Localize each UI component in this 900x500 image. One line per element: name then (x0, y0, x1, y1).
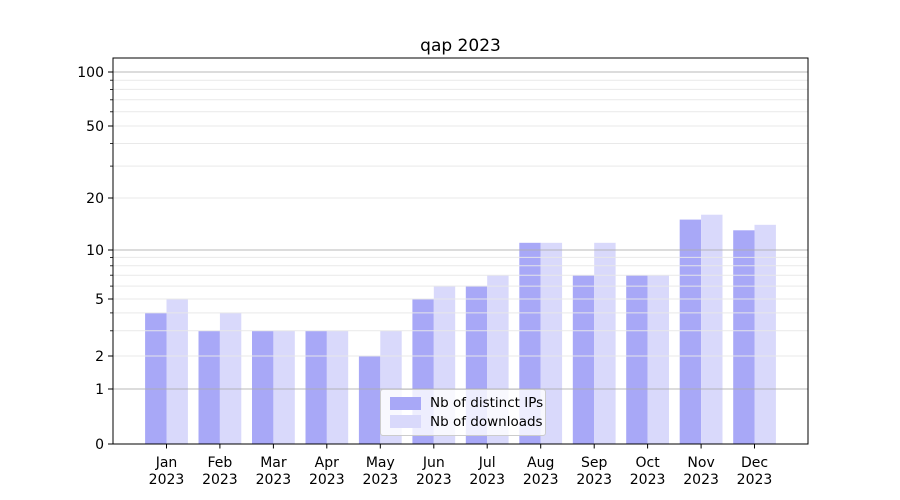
bar-nov-series0 (679, 219, 702, 444)
bar-feb-series1 (219, 312, 242, 444)
x-tick-year-apr: 2023 (309, 472, 345, 488)
bar-sep-series0 (572, 275, 595, 444)
y-tick-label-5: 5 (95, 292, 104, 308)
x-tick-label-may: May (366, 455, 395, 471)
y-tick-label-50: 50 (86, 119, 104, 135)
bar-aug-series1 (540, 242, 563, 444)
x-tick-year-nov: 2023 (683, 472, 719, 488)
bar-apr-series1 (326, 330, 349, 444)
x-tick-year-jul: 2023 (469, 472, 505, 488)
x-tick-year-jun: 2023 (416, 472, 452, 488)
y-tick-label-2: 2 (95, 349, 104, 365)
bar-feb-series0 (198, 330, 220, 444)
legend-label-distinct-ips: Nb of distinct IPs (430, 395, 544, 412)
bar-dec-series0 (733, 230, 755, 444)
bar-jan-series0 (145, 312, 167, 444)
x-tick-label-jul: Jul (478, 455, 496, 471)
plot-border (112, 57, 809, 445)
bar-sep-series1 (594, 242, 616, 444)
x-tick-label-mar: Mar (260, 455, 287, 471)
bar-may-series0 (358, 356, 381, 444)
y-tick-label-100: 100 (77, 65, 104, 81)
x-tick-label-jun: Jun (422, 455, 445, 471)
legend-entry-downloads: Nb of downloads (390, 414, 543, 430)
x-tick-label-dec: Dec (741, 455, 768, 471)
chart-title: qap 2023 (420, 36, 501, 56)
legend-entry-distinct-ips: Nb of distinct IPs (390, 395, 543, 411)
x-tick-year-aug: 2023 (523, 472, 559, 488)
x-tick-label-oct: Oct (635, 455, 660, 471)
y-tick-label-20: 20 (86, 191, 104, 207)
bar-mar-series1 (273, 330, 295, 444)
bar-jan-series1 (166, 299, 188, 444)
x-tick-label-feb: Feb (208, 455, 233, 471)
bar-mar-series0 (252, 330, 274, 444)
x-tick-year-oct: 2023 (630, 472, 666, 488)
bar-nov-series1 (701, 214, 723, 444)
y-tick-label-10: 10 (86, 243, 104, 259)
x-tick-label-apr: Apr (315, 455, 339, 471)
x-tick-year-mar: 2023 (256, 472, 292, 488)
legend: Nb of distinct IPs Nb of downloads (380, 389, 546, 436)
bar-oct-series0 (626, 275, 648, 444)
x-tick-label-nov: Nov (687, 455, 714, 471)
x-tick-year-sep: 2023 (576, 472, 612, 488)
legend-label-downloads: Nb of downloads (430, 413, 543, 430)
y-tick-label-0: 0 (95, 437, 104, 453)
bar-oct-series1 (647, 275, 669, 444)
x-tick-year-feb: 2023 (202, 472, 238, 488)
x-tick-label-jan: Jan (155, 455, 178, 471)
x-tick-label-aug: Aug (527, 455, 554, 471)
bar-apr-series0 (305, 330, 327, 444)
y-tick-label-1: 1 (95, 382, 104, 398)
x-tick-label-sep: Sep (581, 455, 608, 471)
legend-swatch-downloads (390, 415, 421, 429)
legend-swatch-distinct-ips (390, 396, 421, 410)
x-tick-year-dec: 2023 (737, 472, 773, 488)
x-tick-year-may: 2023 (362, 472, 398, 488)
x-tick-year-jan: 2023 (149, 472, 185, 488)
